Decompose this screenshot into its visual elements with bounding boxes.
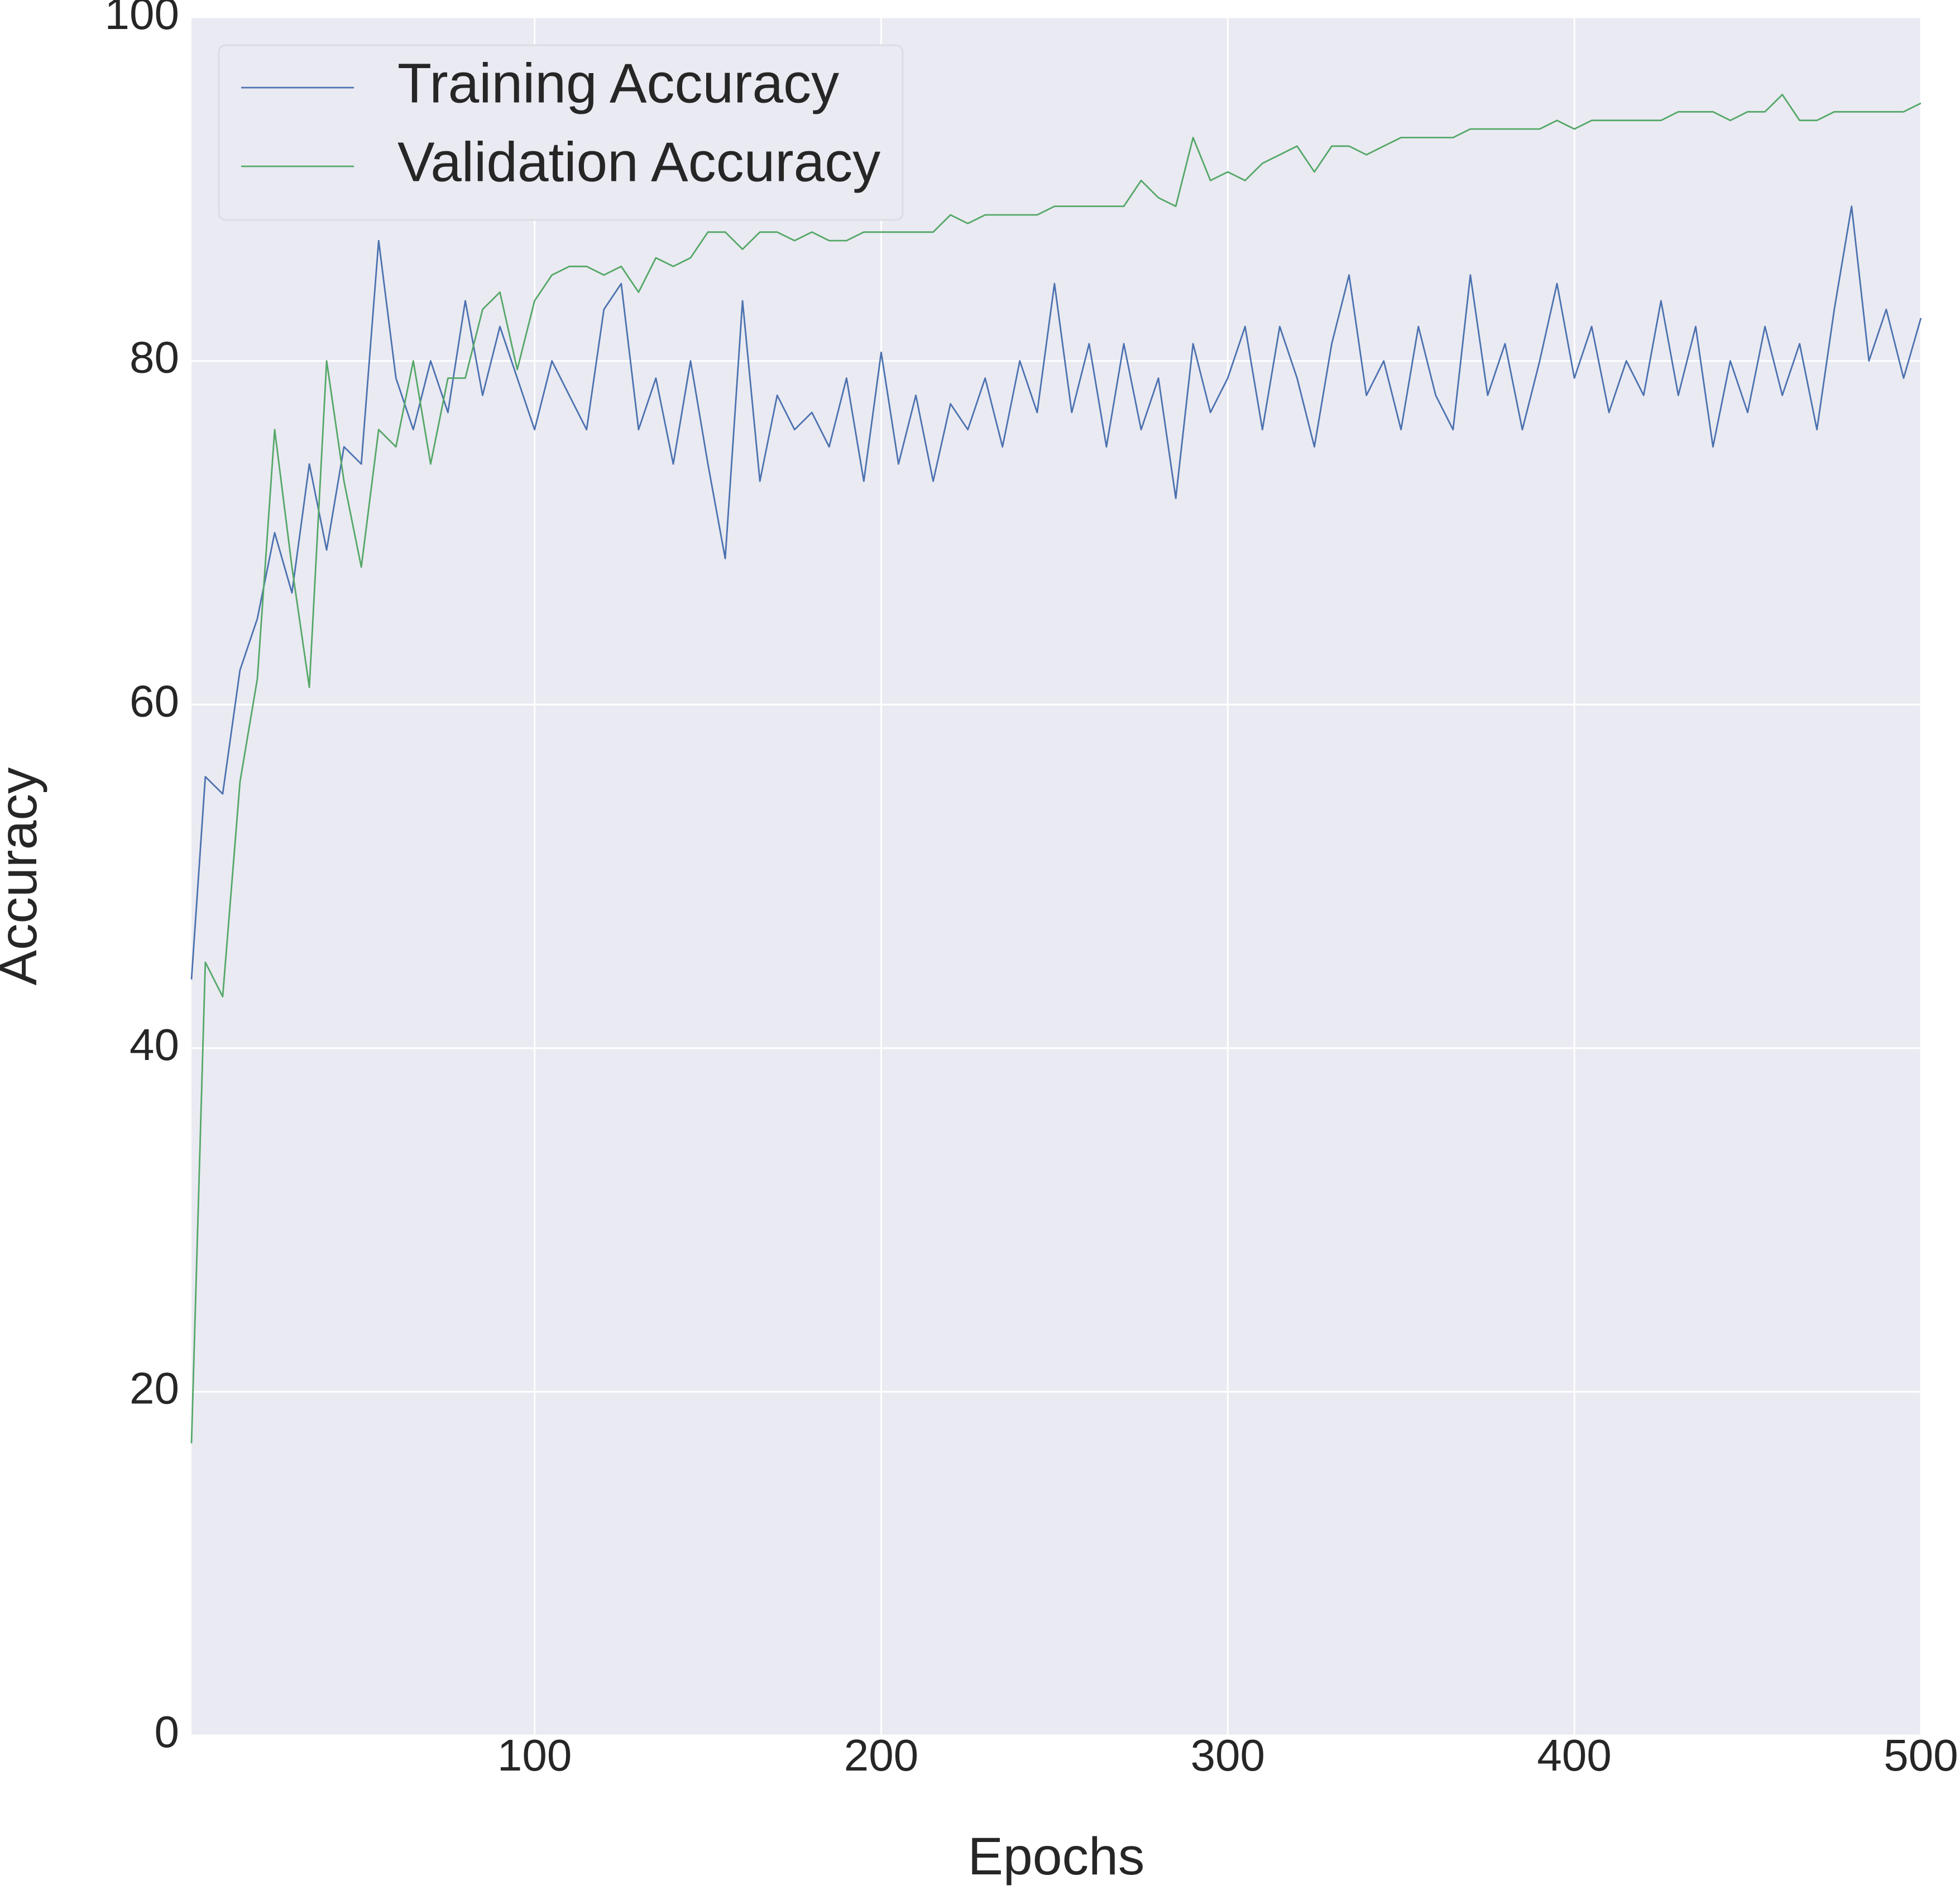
x-tick-label: 200 bbox=[844, 1730, 918, 1780]
x-tick-label: 100 bbox=[497, 1730, 572, 1780]
data-line bbox=[190, 205, 1922, 980]
y-tick-label: 100 bbox=[105, 0, 179, 39]
x-tick-label: 500 bbox=[1884, 1730, 1958, 1780]
x-tick-label: 400 bbox=[1537, 1730, 1611, 1780]
legend-box bbox=[218, 44, 904, 221]
y-tick-label: 0 bbox=[155, 1707, 180, 1757]
data-line bbox=[190, 94, 1921, 1443]
plot-area bbox=[191, 17, 1921, 1735]
y-tick-label: 60 bbox=[130, 676, 179, 726]
legend: Training Accuracy Validation Accuracy bbox=[218, 44, 904, 221]
labels: 0 20 40 60 80 100 100 200 300 400 500 bbox=[105, 0, 1958, 1780]
x-tick-label: 300 bbox=[1191, 1730, 1265, 1780]
y-tick-label: 40 bbox=[130, 1020, 179, 1069]
y-axis-label: Accuracy bbox=[0, 767, 48, 985]
legend-label: Training Accuracy bbox=[397, 52, 839, 114]
x-axis-label: Epochs bbox=[968, 1827, 1145, 1886]
legend-label: Validation Accuracy bbox=[397, 131, 880, 193]
y-tick-label: 80 bbox=[130, 333, 179, 382]
lines bbox=[190, 94, 1922, 1443]
y-tick-label: 20 bbox=[130, 1364, 179, 1413]
